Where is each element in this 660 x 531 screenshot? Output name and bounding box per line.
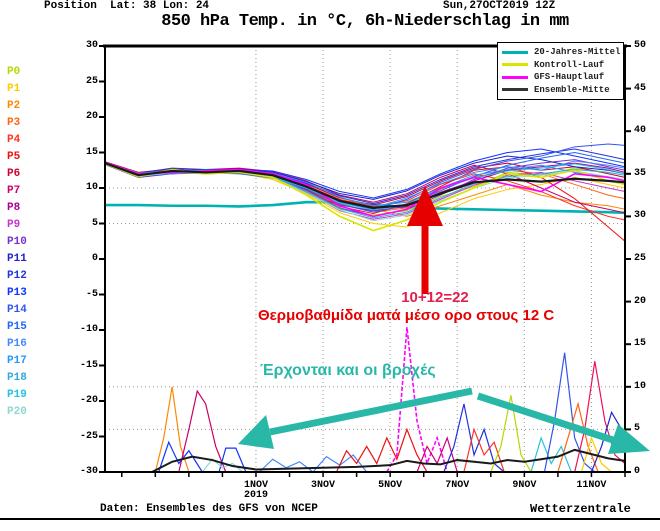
left-axis-tick-label: 10 bbox=[85, 182, 98, 193]
series-ensemble-mean bbox=[104, 162, 626, 209]
x-axis-date-label: 7NOV bbox=[445, 480, 470, 491]
member-label-P17: P17 bbox=[7, 355, 27, 367]
left-axis-tick-label: 30 bbox=[85, 40, 98, 51]
right-axis-tick-label: 0 bbox=[634, 466, 641, 477]
right-axis-tick-label: 25 bbox=[634, 253, 647, 264]
left-axis-tick-label: -25 bbox=[79, 430, 98, 442]
red-arrow-shaft bbox=[421, 222, 429, 294]
legend-row: GFS-Hauptlauf bbox=[502, 71, 619, 83]
left-axis-tick-label: 25 bbox=[85, 75, 98, 87]
right-axis-tick-label: 10 bbox=[634, 380, 647, 392]
right-axis-tick-label: 50 bbox=[634, 40, 647, 51]
annotation-red-equation: 10+12=22 bbox=[401, 289, 469, 306]
precip-P3 bbox=[557, 401, 599, 473]
cyan-arrow-left-head bbox=[238, 415, 274, 449]
left-axis-tick-label: 5 bbox=[91, 217, 98, 229]
cyan-arrow-left-shaft bbox=[269, 387, 473, 436]
red-arrow-head bbox=[407, 186, 443, 226]
member-label-P8: P8 bbox=[7, 202, 21, 214]
precip-P0 bbox=[490, 395, 532, 473]
left-axis-tick-label: 0 bbox=[91, 253, 98, 264]
right-axis-tick-label: 45 bbox=[634, 82, 647, 94]
brand-label: Wetterzentrale bbox=[530, 502, 631, 516]
precip-P7 bbox=[178, 389, 227, 473]
precip-P19 bbox=[530, 436, 572, 473]
right-axis-tick-label: 20 bbox=[634, 295, 647, 307]
member-label-P5: P5 bbox=[7, 151, 21, 163]
series-member-P12 bbox=[104, 148, 626, 205]
legend-label: 20-Jahres-Mittel bbox=[534, 47, 621, 57]
x-axis-date-label: 3NOV bbox=[311, 480, 336, 491]
member-label-P7: P7 bbox=[7, 185, 21, 197]
legend-label: Kontroll-Lauf bbox=[534, 59, 605, 70]
right-axis-tick-label: 40 bbox=[634, 125, 647, 137]
right-axis-tick-label: 15 bbox=[634, 338, 647, 350]
legend-label: Ensemble-Mitte bbox=[534, 84, 610, 95]
member-label-P4: P4 bbox=[7, 134, 21, 146]
member-label-P9: P9 bbox=[7, 219, 21, 231]
annotation-red-text: Θερμοβαθμίδα ματά μέσο ορο στους 12 C bbox=[258, 307, 555, 324]
precip-P6 bbox=[574, 361, 626, 473]
left-axis-tick-label: -30 bbox=[79, 466, 98, 477]
legend-swatch-mean bbox=[502, 88, 528, 92]
x-axis-date-label: 1NOV bbox=[243, 480, 268, 491]
left-axis-tick-label: -15 bbox=[79, 359, 98, 371]
member-label-P0: P0 bbox=[7, 66, 21, 78]
legend-swatch-climate bbox=[502, 50, 528, 54]
member-label-P12: P12 bbox=[7, 270, 27, 282]
legend-label: GFS-Hauptlauf bbox=[534, 72, 605, 83]
member-label-P6: P6 bbox=[7, 168, 21, 180]
legend-row: 20-Jahres-Mittel bbox=[502, 46, 621, 58]
x-axis-date-label: 5NOV bbox=[378, 480, 403, 491]
ensemble-member-list: P0 P1 P2 P3 P4 P5 P6 P7 P8 P9 P10 P11 P12 P13 P14 P15 P1… bbox=[7, 64, 27, 421]
right-axis-tick-label: 5 bbox=[634, 423, 641, 435]
member-label-P2: P2 bbox=[7, 100, 21, 112]
legend-box: 20-Jahres-Mittel Kontroll-Lauf GFS-Haupt… bbox=[497, 42, 624, 100]
x-axis-date-label: 11NOV bbox=[576, 480, 607, 491]
left-axis-tick-label: -5 bbox=[85, 288, 98, 300]
member-label-P10: P10 bbox=[7, 236, 27, 248]
member-label-P16: P16 bbox=[7, 338, 27, 350]
x-axis-date-label: 9NOV bbox=[512, 480, 537, 491]
annotation-cyan-text: Έρχονται και οι βροχές bbox=[260, 362, 436, 379]
left-axis-tick-label: -20 bbox=[79, 395, 98, 406]
left-axis-tick-label: -10 bbox=[79, 324, 98, 335]
precip-P14 bbox=[543, 352, 596, 473]
precip-P4 bbox=[463, 427, 505, 473]
data-source-label: Daten: Ensembles des GFS von NCEP bbox=[100, 503, 318, 515]
position-label: Position Lat: 38 Lon: 24 bbox=[44, 0, 210, 12]
precip-hauptlauf bbox=[386, 327, 448, 473]
plot-frame bbox=[104, 45, 626, 473]
precip-P5 bbox=[335, 427, 428, 473]
chart-title: 850 hPa Temp. in °C, 6h-Niederschlag in … bbox=[161, 12, 569, 31]
cyan-arrow-right-shaft bbox=[476, 392, 618, 445]
legend-row: Kontroll-Lauf bbox=[502, 59, 619, 71]
member-label-P19: P19 bbox=[7, 389, 27, 401]
footer-rule bbox=[0, 518, 660, 520]
member-label-P1: P1 bbox=[7, 83, 21, 95]
member-label-P15: P15 bbox=[7, 321, 27, 333]
member-label-P3: P3 bbox=[7, 117, 21, 129]
cyan-arrow-right-head bbox=[608, 424, 650, 454]
left-axis-tick-label: 15 bbox=[85, 146, 98, 158]
run-datetime-label: Sun,27OCT2019 12Z bbox=[443, 0, 556, 12]
precip-P13 bbox=[158, 440, 247, 473]
series-member-P20 bbox=[104, 163, 626, 222]
right-axis-tick-label: 30 bbox=[634, 210, 647, 222]
member-label-P20: P20 bbox=[7, 406, 27, 418]
precip-mitte bbox=[151, 448, 626, 473]
right-axis-tick-label: 35 bbox=[634, 167, 647, 179]
legend-row: Ensemble-Mitte bbox=[502, 84, 619, 96]
legend-swatch-control bbox=[502, 63, 528, 67]
left-axis-tick-label: 20 bbox=[85, 111, 98, 122]
legend-swatch-mainrun bbox=[502, 75, 528, 79]
x-axis-year-label: 2019 bbox=[243, 490, 268, 501]
member-label-P11: P11 bbox=[7, 253, 27, 265]
precip-P1 bbox=[580, 436, 612, 473]
member-label-P14: P14 bbox=[7, 304, 27, 316]
member-label-P18: P18 bbox=[7, 372, 27, 384]
member-label-P13: P13 bbox=[7, 287, 27, 299]
